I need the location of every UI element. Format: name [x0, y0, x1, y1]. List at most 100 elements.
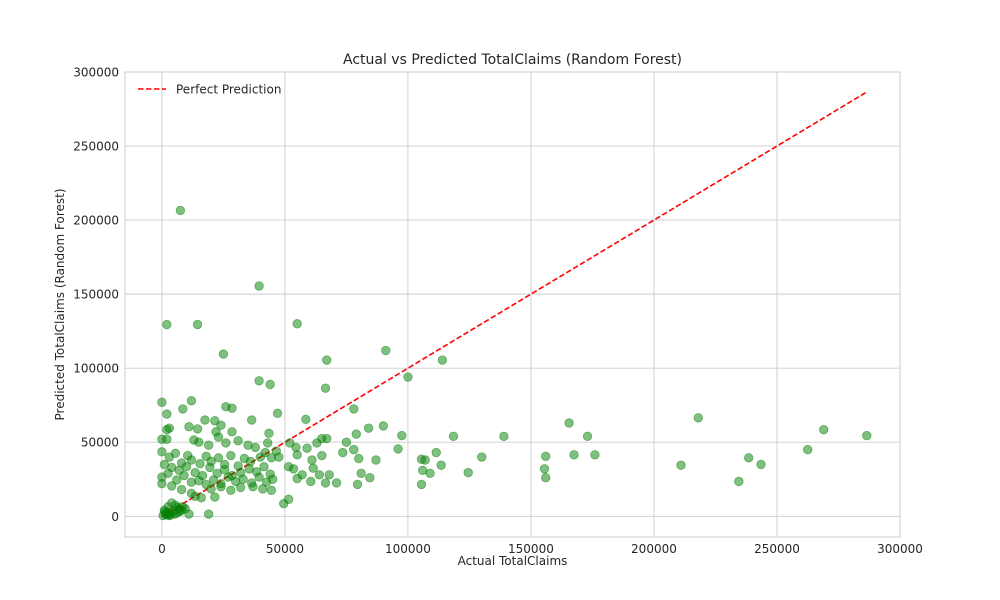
scatter-point [227, 403, 237, 413]
y-tick-label: 150000 [73, 288, 119, 302]
scatter-point [590, 450, 600, 460]
scatter-point [448, 431, 459, 442]
scatter-point [247, 415, 257, 425]
scatter-point [181, 461, 192, 472]
reference-line-layer [161, 92, 866, 517]
scatter-point [266, 485, 277, 496]
scatter-point [195, 459, 205, 469]
scatter-point [226, 450, 236, 461]
scatter-point [190, 491, 200, 501]
scatter-point [356, 468, 366, 479]
scatter-point [425, 468, 435, 479]
scatter-point [157, 478, 167, 489]
scatter-point [184, 421, 194, 432]
scatter-point [416, 479, 427, 490]
scatter-point [259, 461, 269, 472]
scatter-point [541, 473, 551, 483]
scatter-point [265, 379, 275, 390]
scatter-point [248, 481, 258, 492]
scatter-point [192, 319, 203, 330]
scatter-point [263, 438, 273, 448]
scatter-point [264, 428, 274, 439]
y-tick-label: 50000 [81, 436, 119, 450]
scatter-point [564, 418, 574, 428]
scatter-point [349, 444, 359, 455]
y-tick-label: 200000 [73, 214, 119, 228]
scatter-point [288, 464, 299, 474]
scatter-point [233, 436, 243, 446]
scatter-point [676, 460, 686, 470]
y-axis-ticks: 0 50000 100000 150000 200000 250000 300000 [73, 66, 119, 524]
scatter-point [192, 424, 203, 434]
scatter-point [341, 437, 352, 447]
scatter-point [320, 478, 331, 488]
scatter-point [157, 447, 167, 457]
scatter-point [322, 355, 332, 365]
scatter-point [306, 476, 316, 487]
scatter-point [292, 450, 302, 460]
scatter-point [219, 464, 230, 475]
scatter-point [403, 372, 413, 382]
scatter-point [477, 452, 487, 462]
scatter-point [292, 473, 302, 484]
scatter-point [162, 510, 172, 520]
y-tick-label: 300000 [73, 66, 119, 80]
scatter-point [213, 432, 224, 442]
scatter-point [216, 420, 226, 430]
scatter-point [203, 509, 214, 519]
scatter-point [463, 467, 473, 478]
scatter-point [756, 459, 766, 470]
scatter-point [175, 205, 186, 216]
scatter-point [186, 455, 197, 465]
scatter-point [363, 423, 374, 433]
scatter-point [210, 492, 220, 502]
scatter-point [437, 355, 448, 365]
scatter-point [308, 463, 318, 473]
legend-label: Perfect Prediction [176, 83, 281, 97]
scatter-point [194, 476, 204, 486]
scatter-point [221, 438, 231, 448]
legend: Perfect Prediction [138, 83, 281, 97]
scatter-point [174, 506, 185, 517]
x-tick-label: 150000 [508, 542, 554, 556]
scatter-point [354, 453, 364, 464]
scatter-point [431, 447, 441, 458]
scatter-point [206, 484, 216, 494]
scatter-point [862, 430, 872, 441]
x-axis-label: Actual TotalClaims [458, 554, 568, 568]
scatter-point [278, 498, 289, 509]
chart-title: Actual vs Predicted TotalClaims (Random … [343, 52, 682, 68]
scatter-point [420, 455, 430, 465]
plot-frame [124, 71, 901, 538]
scatter-point [162, 319, 172, 330]
scatter-point [393, 444, 403, 454]
scatter-point [539, 464, 550, 474]
x-tick-label: 50000 [266, 542, 304, 556]
scatter-point [436, 460, 446, 470]
scatter-point [272, 408, 283, 419]
scatter-point [260, 447, 270, 458]
scatter-point [324, 470, 334, 480]
scatter-point [205, 462, 215, 473]
scatter-point [186, 396, 197, 406]
scatter-point [541, 451, 551, 461]
scatter-point [338, 447, 348, 458]
scatter-point [179, 470, 189, 481]
scatter-point [258, 484, 268, 494]
scatter-point [331, 478, 342, 488]
x-axis-ticks: 0 50000 100000 150000 200000 250000 300000 [158, 542, 923, 556]
scatter-point [227, 427, 237, 437]
scatter-point [200, 415, 210, 425]
scatter-point [167, 481, 177, 491]
scatter-point [162, 409, 172, 419]
scatter-point [254, 472, 264, 482]
scatter-point [292, 319, 302, 329]
scatter-point [235, 482, 246, 493]
scatter-point [314, 470, 325, 480]
scatter-point [365, 473, 375, 483]
scatter-point [254, 376, 264, 386]
scatter-point [223, 472, 234, 482]
scatter-point [218, 349, 229, 359]
x-tick-label: 100000 [385, 542, 431, 556]
scatter-points [157, 205, 872, 521]
